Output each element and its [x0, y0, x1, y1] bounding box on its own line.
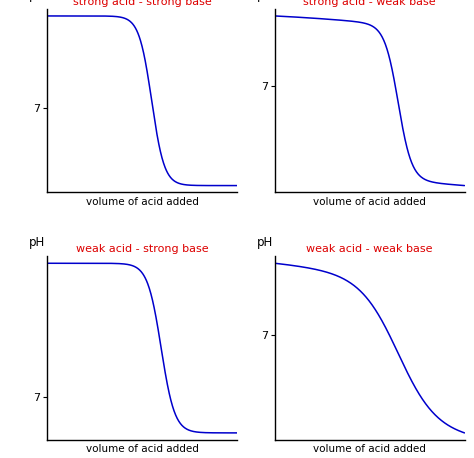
Text: weak acid - weak base: weak acid - weak base — [307, 244, 433, 254]
Text: pH: pH — [257, 236, 273, 249]
Text: pH: pH — [29, 0, 46, 2]
Text: strong acid - strong base: strong acid - strong base — [73, 0, 211, 7]
Text: pH: pH — [257, 0, 273, 2]
Text: pH: pH — [29, 236, 46, 249]
X-axis label: volume of acid added: volume of acid added — [86, 444, 199, 454]
Text: weak acid - strong base: weak acid - strong base — [76, 244, 209, 254]
Text: strong acid - weak base: strong acid - weak base — [303, 0, 436, 7]
X-axis label: volume of acid added: volume of acid added — [313, 196, 426, 207]
X-axis label: volume of acid added: volume of acid added — [86, 196, 199, 207]
X-axis label: volume of acid added: volume of acid added — [313, 444, 426, 454]
